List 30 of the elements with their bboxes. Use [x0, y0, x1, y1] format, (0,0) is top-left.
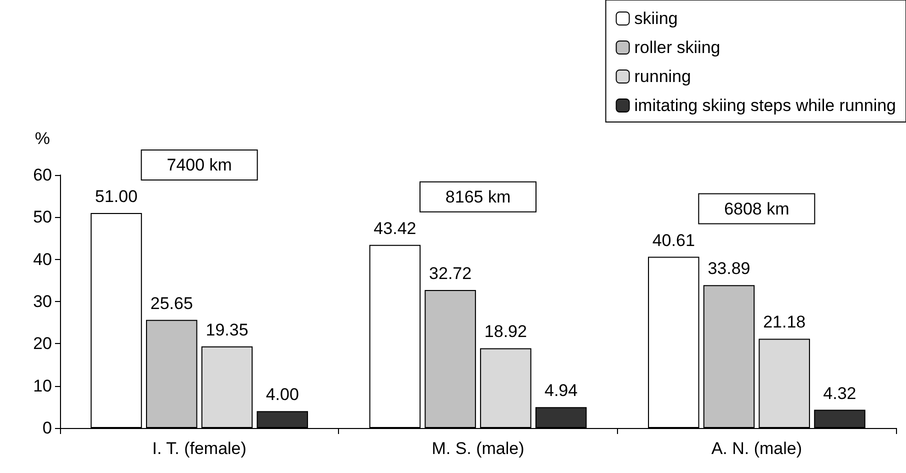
- data-label: 4.32: [823, 384, 856, 403]
- data-label: 4.94: [544, 381, 578, 400]
- x-tick-label: M. S. (male): [432, 439, 524, 458]
- y-tick-label: 50: [33, 208, 52, 227]
- data-label: 40.61: [652, 230, 695, 250]
- y-tick-label: 40: [33, 250, 52, 269]
- y-axis-title: %: [34, 129, 50, 148]
- legend-label: running: [634, 67, 691, 86]
- data-label: 25.65: [150, 294, 193, 313]
- x-tick-label: I. T. (female): [152, 439, 246, 458]
- data-label: 21.18: [763, 312, 806, 332]
- data-label: 43.42: [374, 218, 416, 238]
- y-tick-label: 30: [33, 292, 52, 311]
- y-tick-label: 0: [42, 418, 52, 438]
- data-label: 51.00: [95, 186, 138, 206]
- legend-label: roller skiing: [634, 38, 720, 57]
- data-label: 33.89: [708, 259, 750, 278]
- text: 7400 km: [166, 155, 232, 174]
- annotation: 8165 km: [445, 187, 511, 206]
- y-tick-label: 60: [33, 166, 52, 184]
- y-tick-label: 10: [33, 376, 52, 396]
- legend-label: skiing: [634, 9, 678, 28]
- data-label: 18.92: [484, 322, 527, 342]
- y-tick-label: 20: [33, 334, 52, 354]
- x-tick-label: A. N. (male): [711, 439, 802, 458]
- data-label: 4.00: [266, 385, 299, 404]
- data-label: 19.35: [206, 320, 248, 340]
- legend-label: imitating skiing steps while running: [634, 96, 896, 115]
- data-label: 32.72: [429, 264, 472, 284]
- annotation: 6808 km: [724, 199, 790, 218]
